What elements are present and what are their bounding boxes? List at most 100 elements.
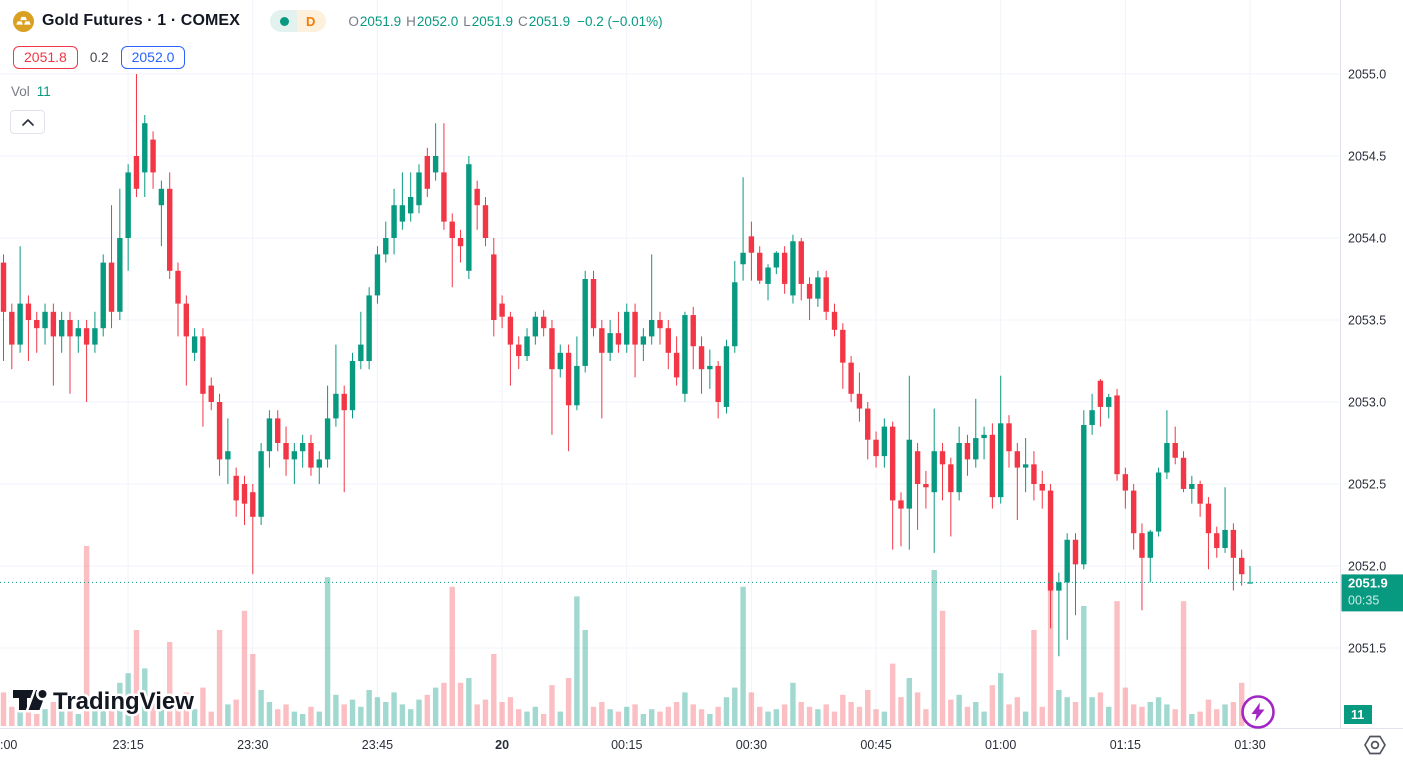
low-value: 2051.9 bbox=[471, 13, 514, 29]
time-axis[interactable]: :00 23:15 23:30 23:45 20 00:15 00:30 00:45 01:00… bbox=[0, 738, 1266, 752]
candle-body bbox=[516, 344, 522, 357]
volume-indicator-label[interactable]: Vol bbox=[11, 84, 30, 99]
volume-bar bbox=[931, 570, 937, 726]
tradingview-logo-text: TradingView bbox=[53, 688, 194, 715]
candle-body bbox=[989, 434, 996, 498]
candle-body bbox=[1130, 490, 1137, 534]
volume-bar bbox=[723, 697, 730, 726]
candle-body bbox=[457, 238, 464, 247]
price-axis[interactable]: 2055.0 2054.5 2054.0 2053.5 2053.0 2052.5 2052… bbox=[1341, 68, 1403, 725]
candle-body bbox=[158, 188, 165, 206]
volume-bar bbox=[158, 706, 165, 726]
volume-bar bbox=[358, 706, 364, 726]
volume-bar bbox=[881, 711, 888, 726]
candle-body bbox=[1047, 490, 1054, 591]
volume-bar bbox=[831, 711, 838, 726]
volume-bar bbox=[308, 706, 314, 726]
candle-body bbox=[258, 451, 264, 517]
candle-body bbox=[449, 221, 455, 238]
trade-buttons-row: 2051.8 0.2 2052.0 bbox=[13, 45, 186, 70]
candle-body bbox=[383, 238, 389, 255]
spread-value: 0.2 bbox=[89, 50, 109, 65]
candle-body bbox=[640, 336, 647, 345]
candle-body bbox=[906, 439, 912, 509]
volume-bar bbox=[183, 692, 190, 726]
volume-bar bbox=[1164, 704, 1170, 726]
volume-bar bbox=[1130, 704, 1137, 726]
candle-body bbox=[732, 282, 738, 347]
time-settings-button[interactable] bbox=[1360, 733, 1390, 757]
high-label: H bbox=[406, 13, 416, 29]
candle-body bbox=[34, 320, 40, 329]
candle-body bbox=[1222, 529, 1228, 548]
candle-body bbox=[441, 172, 447, 222]
candle-body bbox=[466, 164, 472, 271]
change-value: −0.2 (−0.01%) bbox=[577, 13, 663, 29]
price-tick-label: 2053.0 bbox=[1348, 396, 1386, 410]
candle-body bbox=[840, 329, 846, 363]
candle-body bbox=[308, 443, 314, 468]
candle-body bbox=[482, 205, 489, 238]
volume-bar bbox=[657, 711, 663, 726]
volume-bar bbox=[299, 714, 306, 726]
close-label: C bbox=[518, 13, 528, 29]
volume-bar bbox=[599, 702, 605, 726]
volume-bar bbox=[1122, 687, 1129, 726]
candle-body bbox=[757, 252, 763, 281]
buy-price-button[interactable]: 2052.0 bbox=[120, 46, 186, 69]
volume-bar bbox=[715, 706, 721, 726]
quick-trade-button[interactable] bbox=[1239, 693, 1277, 731]
bar-countdown: 00:35 bbox=[1348, 593, 1379, 607]
market-open-dot-icon bbox=[279, 16, 289, 26]
collapse-panel-button[interactable] bbox=[10, 110, 45, 134]
candle-body bbox=[324, 418, 331, 460]
volume-bar bbox=[341, 704, 347, 726]
volume-bar bbox=[757, 706, 763, 726]
candle-body bbox=[17, 303, 23, 345]
volume-bar bbox=[998, 673, 1004, 726]
candle-body bbox=[1189, 484, 1195, 489]
candle-body bbox=[349, 361, 356, 411]
market-status[interactable] bbox=[269, 10, 297, 32]
candle-body bbox=[848, 362, 854, 394]
volume-bar bbox=[175, 697, 181, 726]
candle-body bbox=[1114, 395, 1120, 475]
candle-body bbox=[92, 328, 98, 345]
volume-bar bbox=[1031, 630, 1037, 726]
volume-bar bbox=[324, 577, 331, 726]
volume-bar bbox=[948, 699, 954, 726]
candle-body bbox=[607, 333, 613, 353]
candle-body bbox=[923, 484, 929, 488]
volume-bar bbox=[815, 709, 821, 726]
volume-bar bbox=[407, 709, 414, 726]
volume-bar bbox=[333, 694, 339, 726]
volume-bar bbox=[765, 711, 771, 726]
volume-bar bbox=[1039, 706, 1045, 726]
candle-body bbox=[682, 315, 688, 394]
sell-price-button[interactable]: 2051.8 bbox=[13, 46, 78, 69]
tradingview-logo[interactable]: TradingView bbox=[11, 683, 223, 717]
symbol-title[interactable]: Gold Futures · 1 · COMEX bbox=[42, 12, 240, 29]
candle-body bbox=[125, 172, 131, 238]
candle-body bbox=[183, 303, 190, 337]
volume-bar bbox=[416, 699, 422, 726]
volume-bar bbox=[648, 709, 655, 726]
volume-bar bbox=[914, 692, 921, 726]
price-tick-label: 2051.5 bbox=[1348, 642, 1386, 656]
volume-bar bbox=[25, 711, 32, 726]
interval-badge[interactable]: D bbox=[296, 10, 327, 32]
candle-body bbox=[914, 451, 921, 484]
candle-body bbox=[108, 262, 115, 312]
candle-body bbox=[1139, 533, 1145, 558]
volume-bar bbox=[624, 706, 630, 726]
candle-body bbox=[815, 277, 821, 299]
interval-pill[interactable]: D bbox=[269, 10, 327, 32]
candle-body bbox=[1097, 380, 1104, 407]
candle-body bbox=[648, 320, 655, 337]
candle-body bbox=[50, 311, 57, 337]
candle-body bbox=[615, 333, 622, 345]
candle-body bbox=[1072, 539, 1079, 565]
candle-body bbox=[432, 156, 439, 173]
candle-body bbox=[790, 241, 796, 296]
